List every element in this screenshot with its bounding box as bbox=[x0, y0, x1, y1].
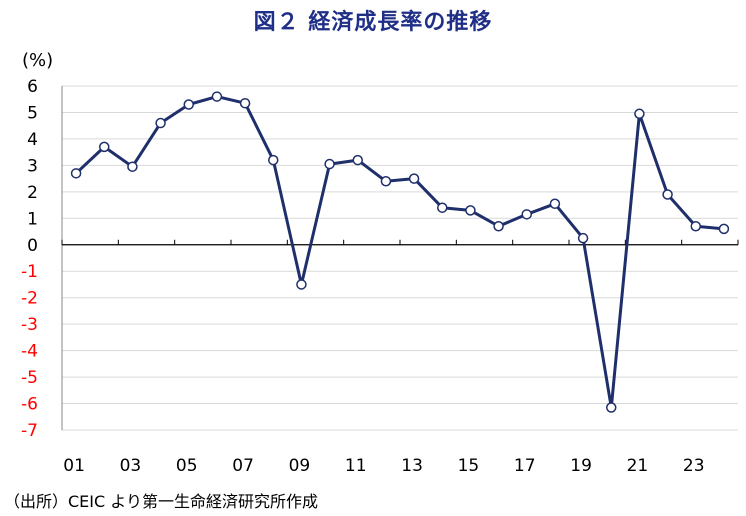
data-point bbox=[70, 168, 82, 179]
y-tick-label: -4 bbox=[21, 342, 38, 362]
data-point bbox=[408, 173, 420, 184]
data-points bbox=[70, 91, 730, 413]
data-point bbox=[634, 108, 645, 120]
data-point bbox=[99, 141, 110, 153]
data-point bbox=[549, 198, 561, 210]
y-tick-label: -3 bbox=[21, 315, 38, 335]
data-point bbox=[437, 202, 448, 213]
y-tick-label: -5 bbox=[21, 368, 38, 388]
x-tick-label: 21 bbox=[627, 456, 649, 476]
data-point bbox=[324, 158, 335, 170]
x-tick-label: 15 bbox=[458, 456, 480, 476]
x-tick-label: 17 bbox=[514, 456, 536, 476]
data-point bbox=[606, 402, 617, 413]
data-point bbox=[239, 97, 251, 109]
x-tick-label: 23 bbox=[683, 456, 705, 476]
x-tick-label: 09 bbox=[289, 456, 311, 476]
x-tick-label: 03 bbox=[120, 456, 142, 476]
y-tick-label: -7 bbox=[21, 421, 38, 441]
x-tick-label: 11 bbox=[345, 456, 367, 476]
y-tick-label: -1 bbox=[21, 262, 38, 282]
x-tick-label: 07 bbox=[232, 456, 254, 476]
y-tick-label: 4 bbox=[27, 130, 38, 150]
data-point bbox=[183, 99, 194, 110]
data-point bbox=[690, 220, 701, 232]
y-tick-label: 6 bbox=[27, 77, 38, 97]
chart-title: 図２ 経済成長率の推移 bbox=[253, 10, 493, 35]
y-tick-label: 5 bbox=[27, 103, 38, 123]
data-point bbox=[352, 154, 363, 166]
y-tick-label: -2 bbox=[21, 289, 38, 309]
series-line bbox=[75, 95, 725, 409]
data-point bbox=[718, 223, 730, 235]
y-tick-label: 3 bbox=[27, 156, 38, 176]
data-point bbox=[127, 161, 138, 172]
data-point bbox=[521, 209, 532, 220]
source-note: （出所）CEIC より第一生命経済研究所作成 bbox=[4, 492, 318, 511]
x-tick-label: 01 bbox=[63, 456, 85, 476]
y-axis-label: (%) bbox=[22, 50, 53, 71]
data-point bbox=[493, 220, 504, 232]
data-point bbox=[662, 189, 673, 200]
axes bbox=[61, 86, 739, 430]
x-tick-labels: 01 03 05 07 09 11 13 15 17 19 21 23 bbox=[63, 456, 704, 476]
grid-lines bbox=[62, 85, 738, 431]
x-tick-label: 13 bbox=[401, 456, 423, 476]
data-point bbox=[211, 91, 223, 102]
series-line-group bbox=[75, 95, 725, 409]
data-point bbox=[577, 232, 589, 244]
data-point bbox=[155, 117, 166, 129]
y-tick-label: 1 bbox=[27, 209, 38, 229]
y-tick-labels: 6 5 4 3 2 1 0 -1 -2 -3 -4 -5 -6 -7 bbox=[21, 77, 38, 441]
y-tick-label: 0 bbox=[27, 236, 38, 256]
data-point bbox=[380, 176, 392, 187]
data-point bbox=[268, 154, 279, 166]
x-tick-label: 05 bbox=[176, 456, 198, 476]
data-point bbox=[465, 205, 476, 216]
y-tick-label: 2 bbox=[27, 183, 38, 203]
y-tick-label: -6 bbox=[21, 395, 38, 415]
data-point bbox=[296, 279, 307, 290]
x-tick-label: 19 bbox=[570, 456, 592, 476]
